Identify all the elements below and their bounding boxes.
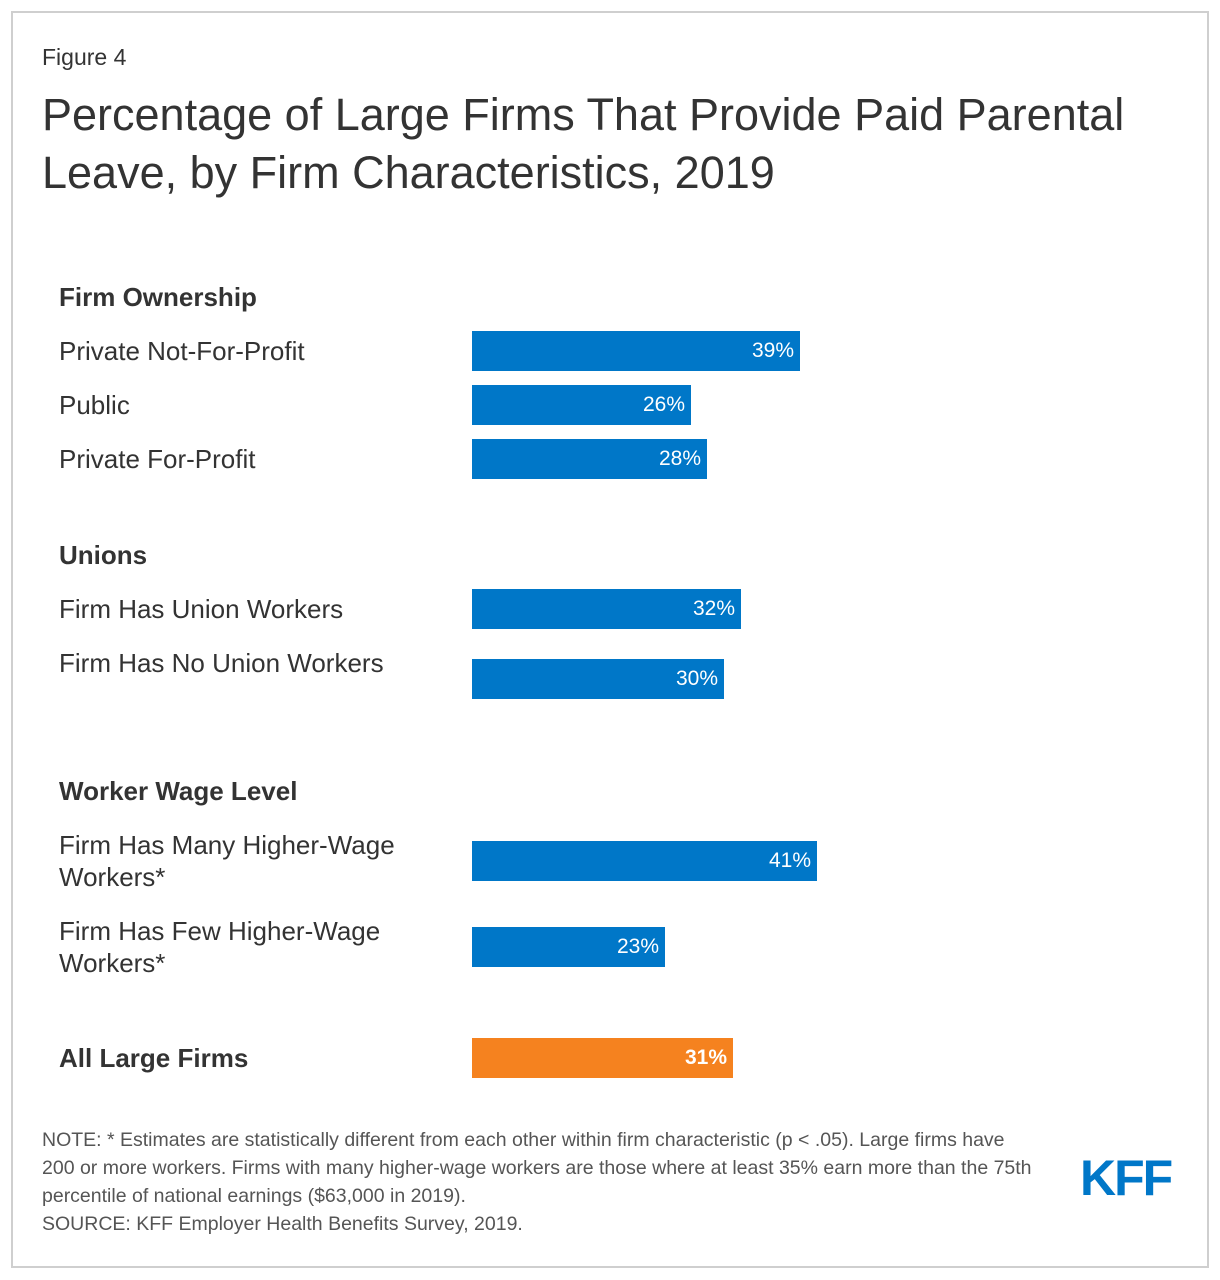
total-label: All Large Firms xyxy=(59,1043,249,1073)
kff-logo: KFF xyxy=(1080,1150,1173,1206)
group-heading: Worker Wage Level xyxy=(59,776,298,806)
category-label: Firm Has No Union Workers xyxy=(59,648,384,678)
total-bar xyxy=(472,1038,733,1078)
chart-title: Percentage of Large Firms That Provide P… xyxy=(42,89,1125,198)
category-bar xyxy=(472,927,665,967)
category-value-label: 28% xyxy=(658,447,701,470)
category-bar xyxy=(472,331,800,371)
note-text: NOTE: * Estimates are statistically diff… xyxy=(42,1129,1032,1207)
category-bar xyxy=(472,589,741,629)
category-value-label: 39% xyxy=(751,339,794,362)
category-label: Firm Has Union Workers xyxy=(59,594,344,624)
category-label: Firm Has Few Higher-Wage Workers* xyxy=(59,916,381,978)
category-value-label: 23% xyxy=(616,935,659,958)
group-heading: Firm Ownership xyxy=(59,282,257,312)
category-value-label: 30% xyxy=(675,667,718,690)
category-label: Firm Has Many Higher-Wage Workers* xyxy=(59,830,395,892)
category-bar xyxy=(472,439,707,479)
category-value-label: 32% xyxy=(692,597,735,620)
total-value-label: 31% xyxy=(684,1046,727,1069)
category-bar xyxy=(472,659,724,699)
category-value-label: 26% xyxy=(642,393,685,416)
category-bar xyxy=(472,841,817,881)
source-text: SOURCE: KFF Employer Health Benefits Sur… xyxy=(42,1213,523,1235)
category-label: Private For-Profit xyxy=(59,444,256,474)
category-label: Private Not-For-Profit xyxy=(59,336,305,366)
figure-label: Figure 4 xyxy=(42,44,127,70)
chart-notes: NOTE: * Estimates are statistically diff… xyxy=(42,1126,1042,1238)
category-value-label: 41% xyxy=(768,849,811,872)
group-heading: Unions xyxy=(59,540,148,570)
category-bar xyxy=(472,385,691,425)
category-label: Public xyxy=(59,390,130,420)
